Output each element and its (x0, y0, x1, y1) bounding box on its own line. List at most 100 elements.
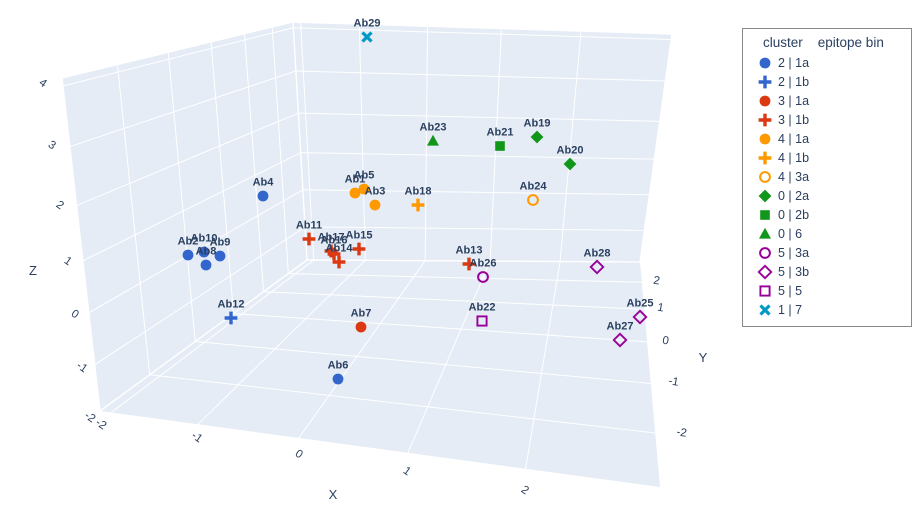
legend-item-5-5[interactable]: 5 | 5 (750, 281, 905, 300)
point-label-Ab22: Ab22 (469, 302, 496, 314)
legend-item-5-3b[interactable]: 5 | 3b (750, 262, 905, 281)
legend-item-3-1a[interactable]: 3 | 1a (750, 91, 905, 110)
legend-marker-circle-open-icon (759, 170, 771, 183)
legend-item-0-6[interactable]: 0 | 6 (750, 224, 905, 243)
point-Ab1[interactable] (349, 187, 361, 199)
point-Ab13[interactable] (462, 257, 476, 271)
point-label-Ab10: Ab10 (191, 233, 218, 245)
legend-marker-cross-icon (758, 151, 772, 164)
point-Ab3[interactable] (369, 199, 381, 211)
point-label-Ab17: Ab17 (318, 232, 345, 244)
point-Ab14[interactable] (332, 255, 346, 269)
point-Ab2[interactable] (182, 249, 194, 261)
z-tick-0: 4 (37, 77, 50, 91)
y-tick-3: -1 (667, 375, 679, 389)
legend-title-epitope-bin: epitope bin (817, 35, 884, 50)
legend-marker-circle-open-icon (759, 246, 771, 259)
point-label-Ab24: Ab24 (520, 181, 548, 193)
y-tick-0: 2 (652, 275, 660, 288)
point-label-Ab29: Ab29 (354, 18, 381, 30)
point-Ab27[interactable] (612, 332, 628, 348)
point-Ab22[interactable] (476, 315, 488, 327)
point-label-Ab23: Ab23 (420, 122, 447, 134)
pane-floor (100, 260, 660, 487)
point-Ab15[interactable] (352, 242, 366, 256)
point-label-Ab15: Ab15 (346, 230, 373, 242)
point-Ab24[interactable] (527, 194, 539, 206)
point-Ab20[interactable] (563, 157, 577, 171)
point-label-Ab27: Ab27 (607, 321, 634, 333)
z-tick-4: 0 (69, 308, 81, 322)
point-label-Ab26: Ab26 (470, 258, 497, 270)
legend-item-5-3a[interactable]: 5 | 3a (750, 243, 905, 262)
point-Ab16[interactable] (327, 247, 341, 261)
legend-item-2-1a[interactable]: 2 | 1a (750, 53, 905, 72)
point-Ab11[interactable] (302, 232, 316, 246)
point-label-Ab21: Ab21 (487, 127, 514, 139)
point-Ab4[interactable] (257, 190, 269, 202)
legend-marker-diamond-open-icon (757, 263, 773, 280)
point-label-Ab3: Ab3 (365, 186, 386, 198)
legend-marker-square-icon (760, 209, 770, 220)
point-label-Ab18: Ab18 (405, 186, 432, 198)
z-tick-3: 1 (62, 255, 74, 269)
legend-marker-cross-icon (758, 113, 772, 126)
legend-item-3-1b[interactable]: 3 | 1b (750, 110, 905, 129)
legend-marker-triangle-icon (759, 227, 771, 239)
x-tick-1: -1 (189, 430, 204, 446)
z-tick-5: -1 (74, 360, 89, 376)
point-Ab29[interactable] (361, 31, 373, 43)
data-points (182, 31, 648, 385)
legend-marker-circle-icon (759, 95, 771, 106)
point-label-Ab2: Ab2 (178, 236, 199, 248)
legend: cluster epitope bin 2 | 1a 2 | 1b 3 | 1a 3 … (742, 28, 912, 327)
point-label-Ab12: Ab12 (218, 299, 245, 311)
legend-item-0-2a[interactable]: 0 | 2a (750, 186, 905, 205)
legend-item-4-3a[interactable]: 4 | 3a (750, 167, 905, 186)
legend-item-4-1a[interactable]: 4 | 1a (750, 129, 905, 148)
legend-marker-circle-icon (759, 133, 771, 144)
point-Ab10[interactable] (198, 246, 210, 258)
legend-item-0-2b[interactable]: 0 | 2b (750, 205, 905, 224)
point-Ab25[interactable] (632, 309, 648, 325)
point-Ab26[interactable] (477, 271, 489, 283)
point-label-Ab11: Ab11 (296, 220, 322, 232)
point-Ab6[interactable] (332, 373, 344, 385)
point-Ab8[interactable] (200, 259, 212, 271)
point-Ab5[interactable] (358, 183, 370, 195)
point-label-Ab5: Ab5 (354, 170, 375, 182)
legend-title: cluster epitope bin (750, 35, 905, 50)
point-Ab7[interactable] (355, 321, 367, 333)
point-Ab18[interactable] (411, 198, 425, 212)
legend-item-label: 0 | 2a (778, 188, 810, 203)
y-tick-2: 0 (661, 335, 669, 348)
x-tick-3: 1 (401, 465, 413, 479)
x-tick-0: -2 (93, 417, 108, 433)
legend-item-1-7[interactable]: 1 | 7 (750, 300, 905, 319)
point-label-Ab19: Ab19 (524, 118, 551, 130)
point-Ab9[interactable] (214, 250, 226, 262)
x-axis-title: X (329, 487, 338, 502)
point-label-Ab28: Ab28 (584, 248, 611, 260)
point-label-Ab16: Ab16 (321, 235, 348, 247)
point-Ab21[interactable] (495, 141, 505, 151)
point-Ab23[interactable] (427, 134, 439, 146)
z-tick-2: 2 (54, 199, 66, 213)
point-Ab19[interactable] (530, 130, 544, 144)
legend-marker-x-icon (759, 303, 771, 316)
x-tick-2: 0 (293, 448, 305, 462)
legend-item-label: 2 | 1a (778, 55, 810, 70)
point-Ab12[interactable] (224, 311, 238, 325)
legend-item-4-1b[interactable]: 4 | 1b (750, 148, 905, 167)
legend-marker-circle-icon (759, 57, 771, 68)
point-label-Ab14: Ab14 (326, 243, 354, 255)
legend-item-label: 4 | 1b (778, 150, 810, 165)
legend-item-2-1b[interactable]: 2 | 1b (750, 72, 905, 91)
point-label-Ab1: Ab1 (345, 174, 366, 186)
point-Ab28[interactable] (589, 259, 605, 275)
legend-item-label: 5 | 5 (778, 283, 803, 298)
pane-back-wall (293, 22, 672, 262)
x-tick-4: 2 (519, 484, 531, 498)
point-label-Ab9: Ab9 (210, 237, 231, 249)
